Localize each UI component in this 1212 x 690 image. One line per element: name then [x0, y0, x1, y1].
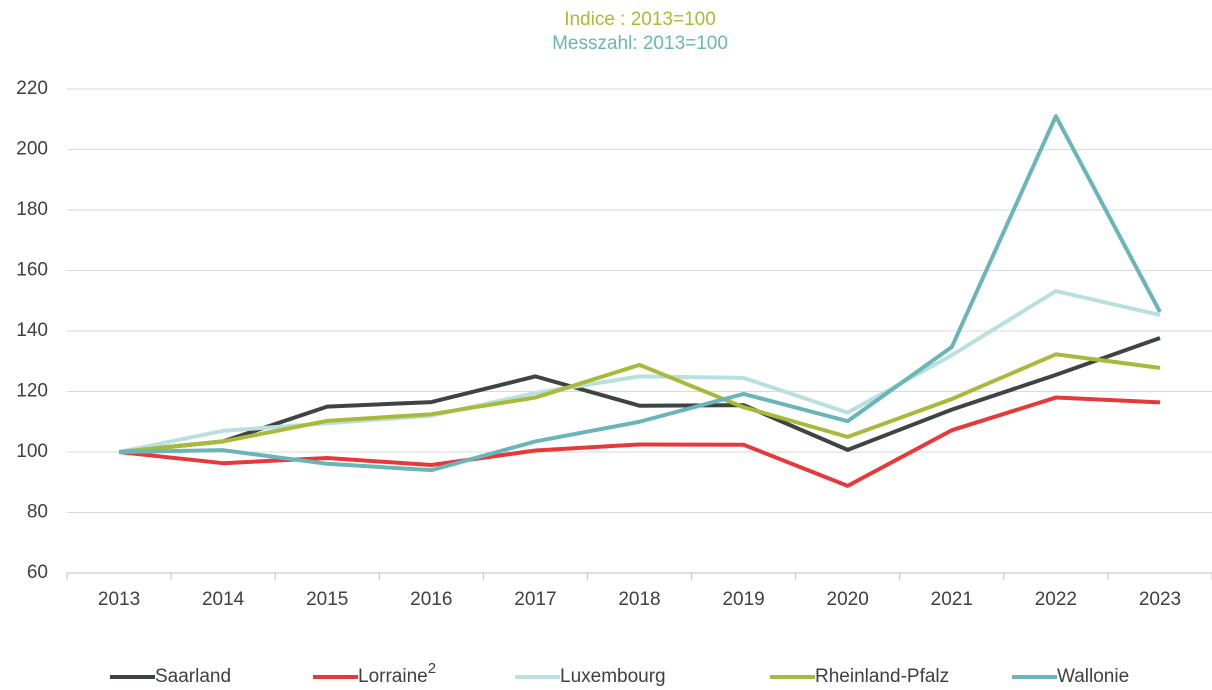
legend-label: Luxembourg [560, 666, 666, 687]
subtitle: Messzahl: 2013=100 [552, 33, 728, 54]
x-tick-label: 2020 [827, 589, 869, 610]
y-tick-label: 120 [16, 381, 48, 402]
y-tick-label: 220 [16, 78, 48, 99]
x-tick-label: 2014 [202, 589, 245, 610]
y-tick-label: 140 [16, 320, 48, 341]
legend-label: Wallonie [1057, 666, 1129, 687]
y-tick-label: 80 [27, 502, 48, 523]
legend-name: Wallonie [1057, 666, 1129, 687]
y-tick-label: 180 [16, 199, 48, 220]
y-tick-label: 160 [16, 260, 48, 281]
y-tick-label: 100 [16, 441, 48, 462]
subtitle: Indice : 2013=100 [564, 9, 716, 30]
x-tick-label: 2016 [410, 589, 452, 610]
x-tick-label: 2015 [306, 589, 348, 610]
x-tick-label: 2013 [98, 589, 140, 610]
x-tick-label: 2019 [722, 589, 764, 610]
x-tick-label: 2017 [514, 589, 556, 610]
y-tick-label: 60 [27, 562, 48, 583]
legend-name: Lorraine [358, 666, 428, 687]
series-line [118, 336, 1161, 454]
series-line [118, 289, 1161, 454]
series-line [119, 114, 1162, 473]
legend-label: Lorraine2 [358, 660, 436, 687]
legend-name: Luxembourg [560, 666, 666, 687]
y-tick-label: 200 [16, 139, 48, 160]
x-tick-label: 2021 [931, 589, 973, 610]
legend-name: Rheinland-Pfalz [815, 666, 949, 687]
x-tick-label: 2023 [1139, 589, 1181, 610]
x-tick-label: 2022 [1035, 589, 1077, 610]
legend-name: Saarland [155, 666, 231, 687]
legend-sup: 2 [428, 660, 436, 677]
x-tick-label: 2018 [618, 589, 660, 610]
legend-label: Rheinland-Pfalz [815, 666, 949, 687]
series-line [118, 395, 1161, 488]
series-line [118, 352, 1161, 454]
legend-label: Saarland [155, 666, 231, 687]
